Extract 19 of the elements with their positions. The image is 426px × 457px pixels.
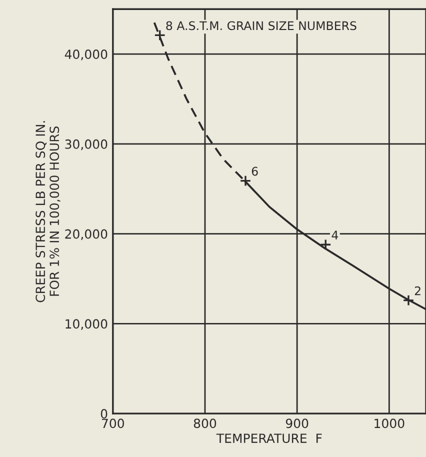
x-tick-label: 700: [102, 418, 124, 428]
point: [320, 238, 332, 250]
y-tick-label: 20,000: [65, 229, 108, 240]
point: [240, 175, 252, 187]
point: [402, 294, 414, 306]
annotation: 6: [252, 166, 258, 176]
point: [154, 29, 166, 41]
annotation: 8 A.S.T.M. GRAIN SIZE NUMBERS: [166, 21, 356, 30]
x-tick-label: 800: [194, 418, 216, 428]
y-tick-label: 10,000: [66, 319, 108, 330]
annotation: 2: [414, 286, 420, 296]
y-tick-label: 30,000: [65, 139, 108, 150]
x-axis-title: TEMPERATURE F: [216, 434, 322, 443]
annotation: 4: [332, 230, 338, 240]
y-tick-label: 40,000: [64, 50, 108, 60]
y-tick-label: 0: [100, 409, 108, 419]
x-tick-label: 1000: [374, 418, 404, 428]
x-tick-label: 900: [286, 418, 308, 428]
y-axis-title: CREEP STRESS LB PER SQ IN. FOR 1% IN 100,000 HOURS: [36, 121, 60, 302]
